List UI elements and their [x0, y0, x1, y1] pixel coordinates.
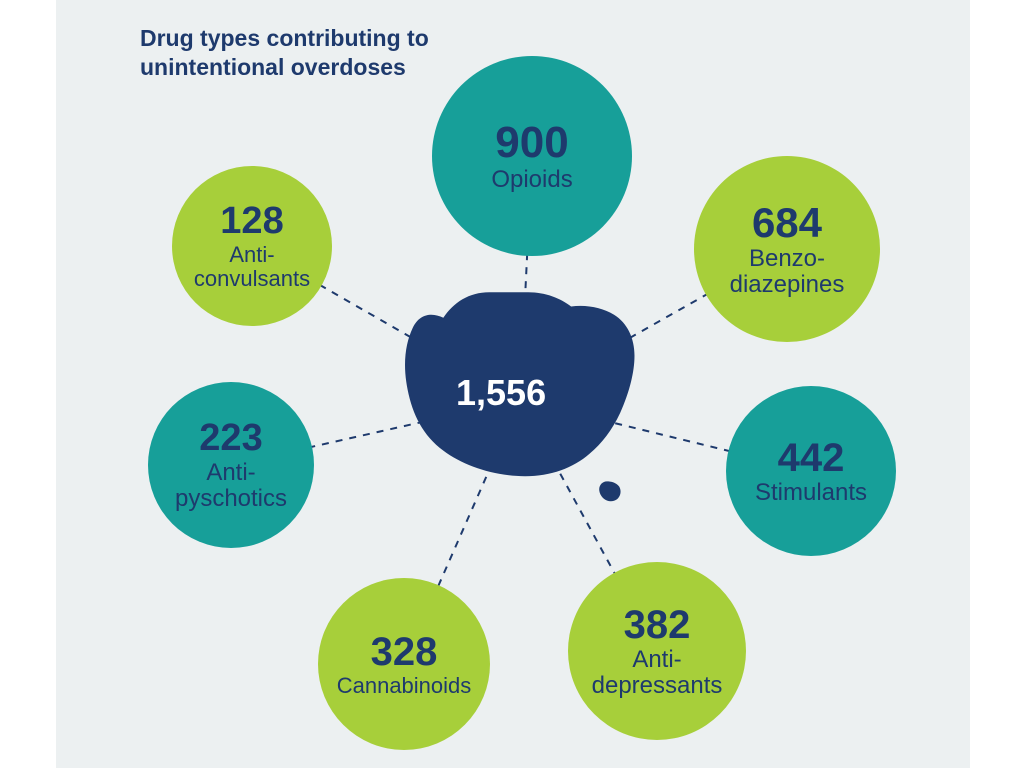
bubble-antipsychotics-value: 223	[199, 418, 262, 460]
bubble-stimulants-value: 442	[778, 436, 845, 480]
bubble-anticonvulsants-value: 128	[220, 201, 283, 243]
bubble-antipsychotics-label: Anti- pyschotics	[175, 460, 287, 513]
center-map: 1,556	[390, 282, 650, 512]
chart-title: Drug types contributing to unintentional…	[140, 24, 429, 82]
bubble-cannabinoids-value: 328	[371, 630, 438, 674]
bubble-benzodiazepines: 684Benzo- diazepines	[694, 156, 880, 342]
bubble-benzodiazepines-label: Benzo- diazepines	[730, 246, 845, 299]
bubble-benzodiazepines-value: 684	[752, 200, 822, 246]
bubble-stimulants-label: Stimulants	[755, 480, 867, 506]
bubble-antidepressants: 382Anti- depressants	[568, 562, 746, 740]
bubble-antidepressants-label: Anti- depressants	[592, 647, 723, 700]
center-total-value: 1,556	[456, 372, 546, 414]
bubble-stimulants: 442Stimulants	[726, 386, 896, 556]
bubble-antipsychotics: 223Anti- pyschotics	[148, 382, 314, 548]
bubble-anticonvulsants: 128Anti- convulsants	[172, 166, 332, 326]
bubble-anticonvulsants-label: Anti- convulsants	[194, 243, 310, 291]
bubble-antidepressants-value: 382	[624, 603, 691, 647]
bubble-opioids-label: Opioids	[491, 167, 572, 193]
bubble-cannabinoids-label: Cannabinoids	[337, 674, 472, 698]
infographic-canvas: Drug types contributing to unintentional…	[0, 0, 1024, 768]
bubble-cannabinoids: 328Cannabinoids	[318, 578, 490, 750]
bubble-opioids-value: 900	[495, 119, 568, 167]
bubble-opioids: 900Opioids	[432, 56, 632, 256]
